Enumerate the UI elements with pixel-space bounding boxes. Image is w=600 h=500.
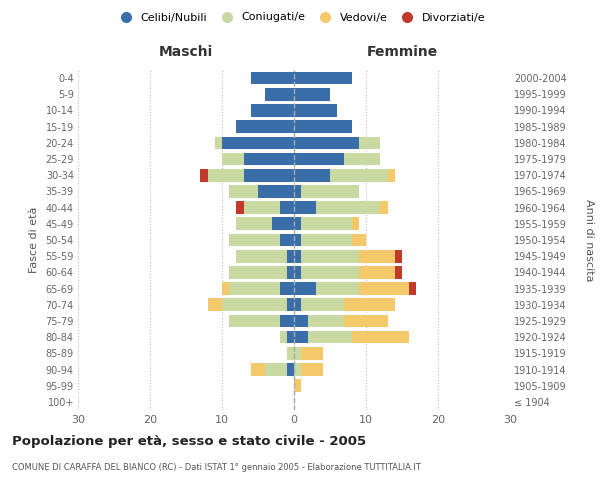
Legend: Celibi/Nubili, Coniugati/e, Vedovi/e, Divorziati/e: Celibi/Nubili, Coniugati/e, Vedovi/e, Di… xyxy=(110,8,490,27)
Bar xyxy=(316,202,380,214)
Bar xyxy=(308,314,344,328)
Bar xyxy=(294,234,301,246)
Bar xyxy=(301,234,352,246)
Bar xyxy=(294,347,301,360)
Bar xyxy=(280,314,294,328)
Bar xyxy=(294,282,316,295)
Y-axis label: Anni di nascita: Anni di nascita xyxy=(584,198,594,281)
Text: Maschi: Maschi xyxy=(159,44,213,59)
Bar xyxy=(294,72,352,85)
Bar xyxy=(258,185,294,198)
Bar xyxy=(244,202,280,214)
Bar xyxy=(380,202,388,214)
Bar xyxy=(244,169,294,181)
Bar xyxy=(352,218,359,230)
Bar xyxy=(294,218,301,230)
Bar xyxy=(301,218,352,230)
Bar xyxy=(294,185,301,198)
Bar xyxy=(294,152,344,166)
Bar xyxy=(287,266,294,278)
Bar xyxy=(395,266,402,278)
Bar xyxy=(359,250,395,262)
Bar xyxy=(251,363,265,376)
Bar xyxy=(294,298,301,311)
Text: Femmine: Femmine xyxy=(367,44,437,59)
Bar xyxy=(251,72,294,85)
Bar xyxy=(280,202,294,214)
Text: Popolazione per età, sesso e stato civile - 2005: Popolazione per età, sesso e stato civil… xyxy=(12,435,366,448)
Bar xyxy=(229,266,287,278)
Bar xyxy=(229,234,280,246)
Bar xyxy=(352,234,366,246)
Bar xyxy=(265,363,287,376)
Bar xyxy=(301,266,359,278)
Bar xyxy=(215,136,222,149)
Bar xyxy=(359,266,395,278)
Bar xyxy=(294,120,352,133)
Bar xyxy=(294,136,359,149)
Bar xyxy=(330,169,388,181)
Bar xyxy=(294,363,301,376)
Bar xyxy=(287,347,294,360)
Bar xyxy=(222,282,229,295)
Text: COMUNE DI CARAFFA DEL BIANCO (RC) - Dati ISTAT 1° gennaio 2005 - Elaborazione TU: COMUNE DI CARAFFA DEL BIANCO (RC) - Dati… xyxy=(12,462,421,471)
Bar xyxy=(301,250,359,262)
Bar xyxy=(294,331,308,344)
Bar xyxy=(294,88,330,101)
Bar xyxy=(229,282,280,295)
Bar xyxy=(280,234,294,246)
Bar xyxy=(359,282,409,295)
Bar xyxy=(294,314,308,328)
Bar xyxy=(265,88,294,101)
Bar xyxy=(272,218,294,230)
Bar xyxy=(229,314,280,328)
Bar xyxy=(236,202,244,214)
Bar xyxy=(301,347,323,360)
Bar xyxy=(301,185,359,198)
Bar xyxy=(395,250,402,262)
Bar xyxy=(222,152,244,166)
Bar xyxy=(280,331,287,344)
Bar xyxy=(388,169,395,181)
Bar xyxy=(208,298,222,311)
Bar xyxy=(294,169,330,181)
Bar xyxy=(301,298,344,311)
Bar xyxy=(294,266,301,278)
Bar xyxy=(280,282,294,295)
Bar xyxy=(308,331,352,344)
Bar xyxy=(359,136,380,149)
Bar xyxy=(229,185,258,198)
Bar xyxy=(294,380,301,392)
Y-axis label: Fasce di età: Fasce di età xyxy=(29,207,38,273)
Bar xyxy=(208,169,244,181)
Bar xyxy=(236,120,294,133)
Bar xyxy=(352,331,409,344)
Bar xyxy=(287,250,294,262)
Bar xyxy=(344,314,388,328)
Bar xyxy=(344,298,395,311)
Bar xyxy=(409,282,416,295)
Bar xyxy=(294,104,337,117)
Bar xyxy=(287,298,294,311)
Bar xyxy=(287,331,294,344)
Bar xyxy=(236,218,272,230)
Bar xyxy=(287,363,294,376)
Bar xyxy=(251,104,294,117)
Bar xyxy=(301,363,323,376)
Bar xyxy=(294,202,316,214)
Bar xyxy=(236,250,287,262)
Bar xyxy=(200,169,208,181)
Bar xyxy=(244,152,294,166)
Bar xyxy=(222,298,287,311)
Bar xyxy=(316,282,359,295)
Bar xyxy=(294,250,301,262)
Bar xyxy=(344,152,380,166)
Bar xyxy=(222,136,294,149)
